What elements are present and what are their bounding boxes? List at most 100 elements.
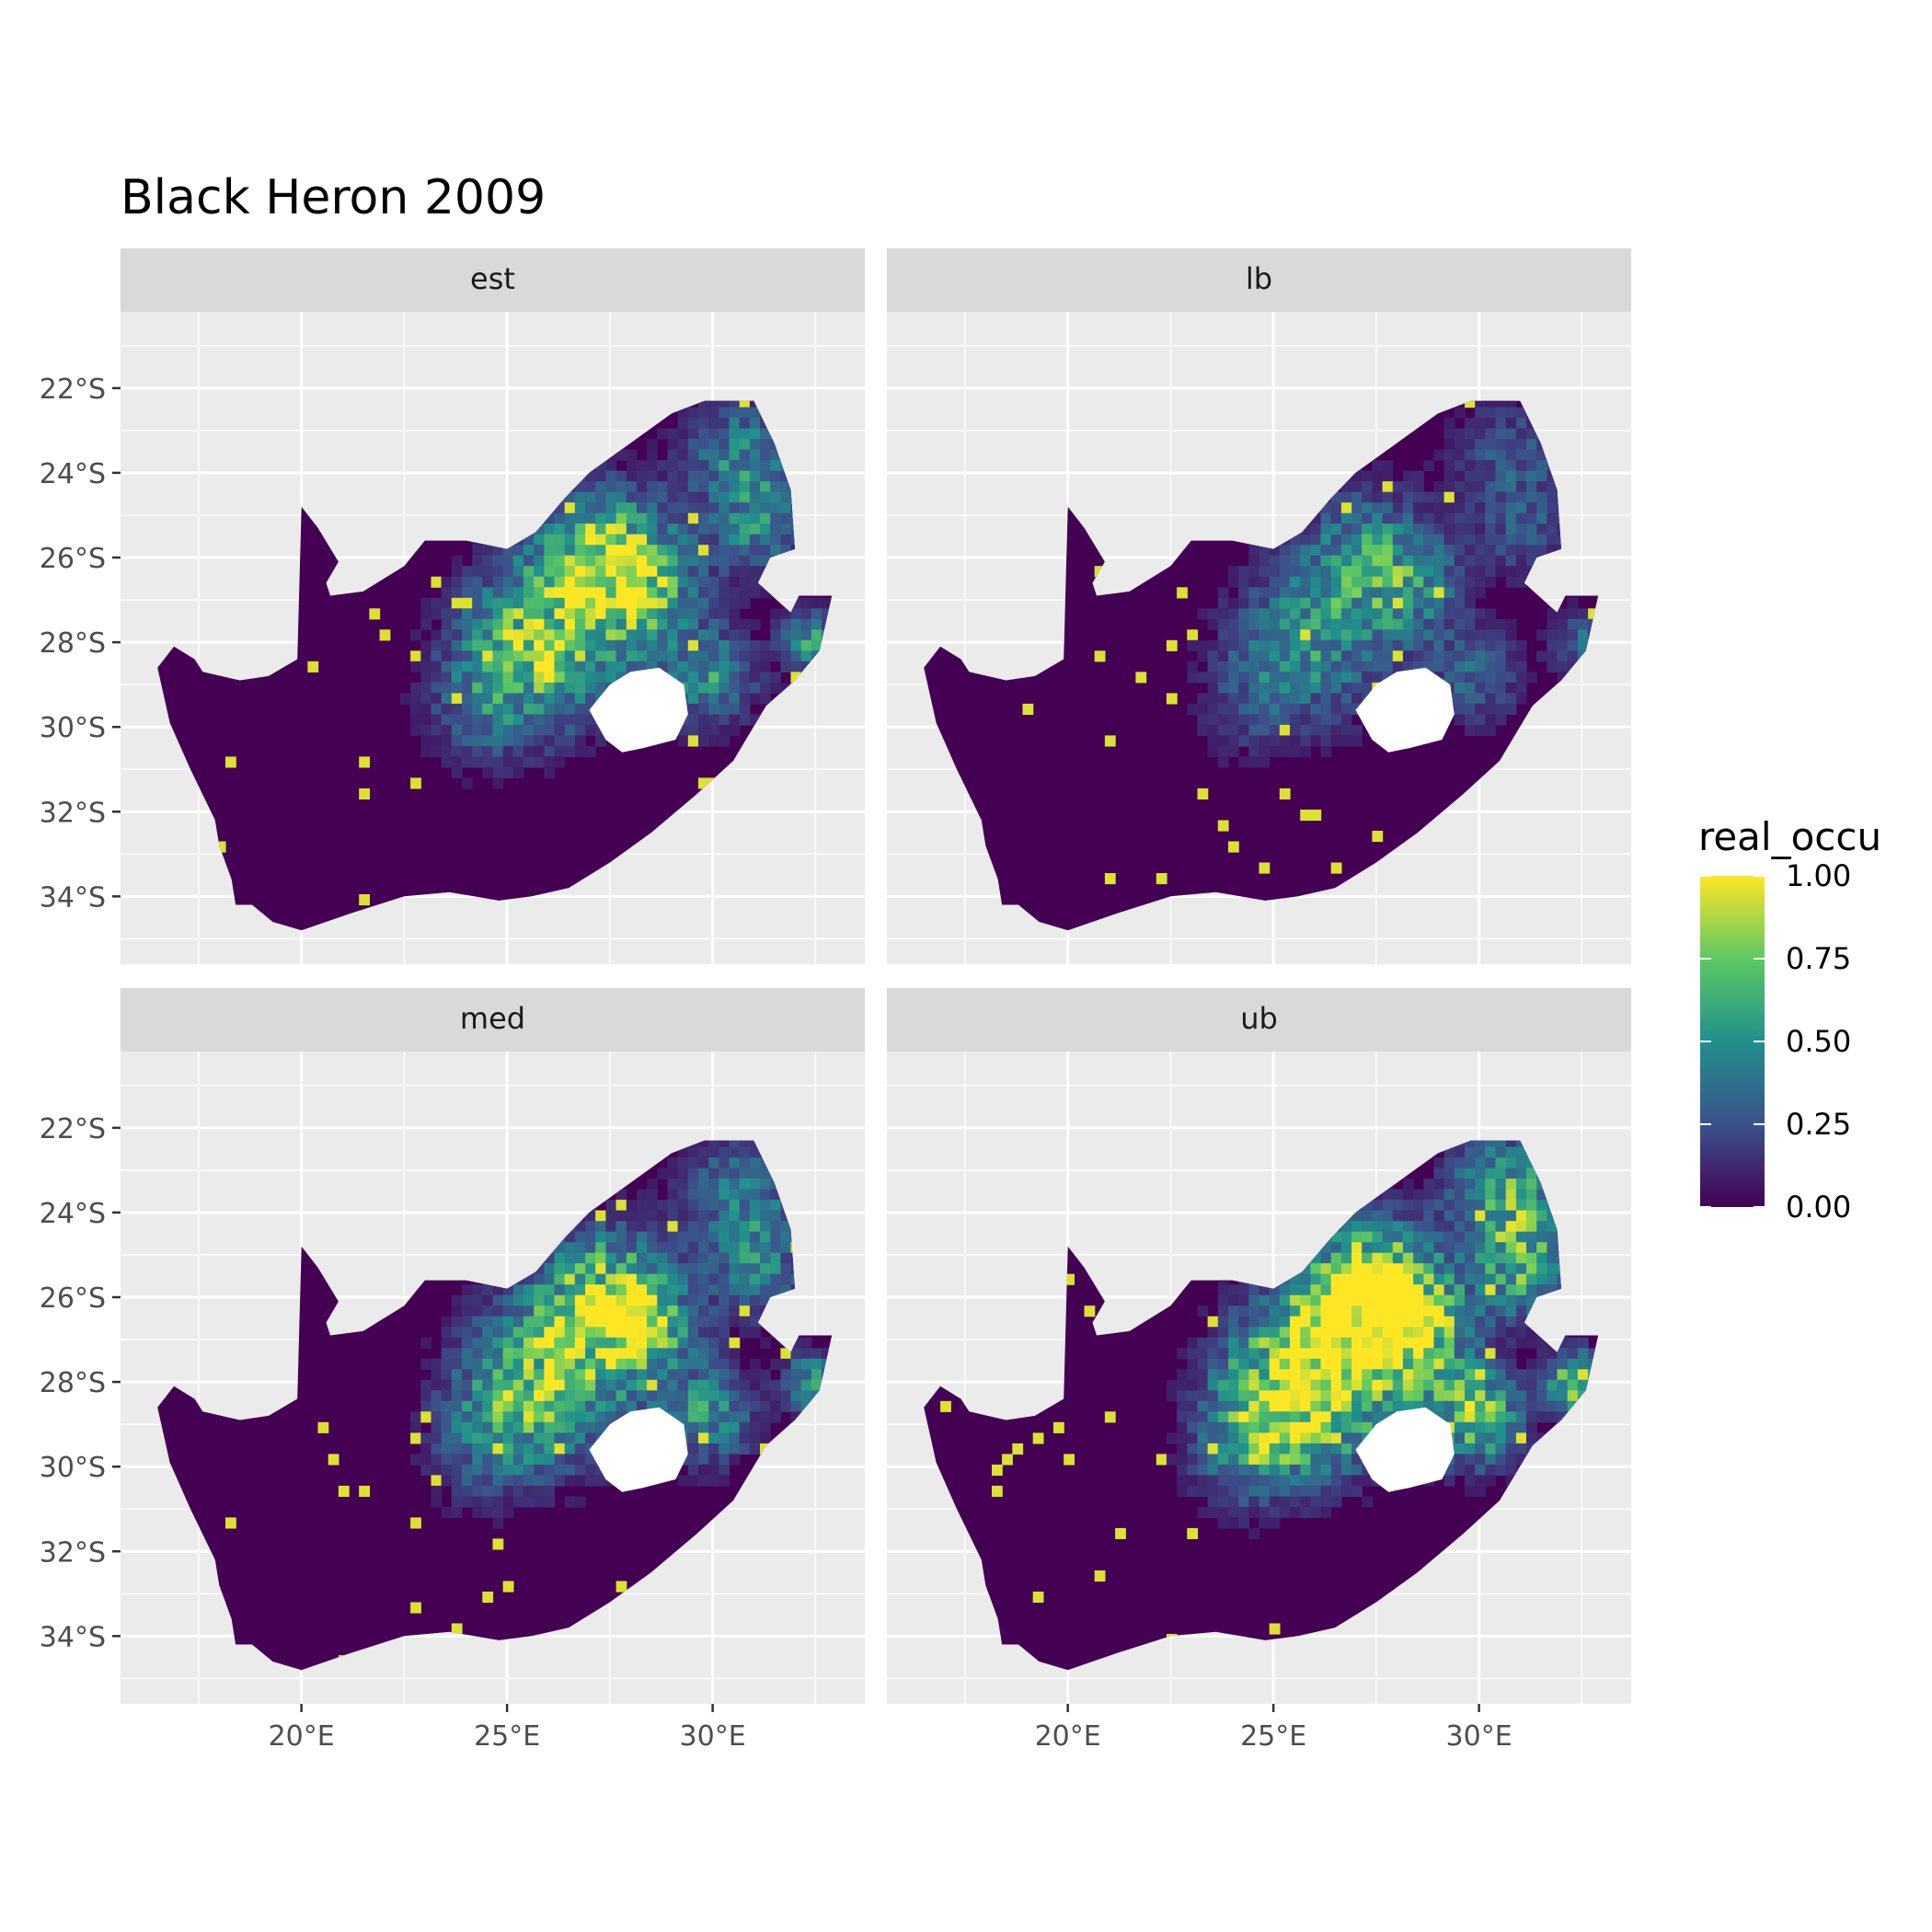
raster-cell (1330, 512, 1342, 524)
raster-cell (410, 724, 421, 736)
raster-cell (739, 523, 751, 535)
raster-cell (636, 1200, 648, 1212)
raster-cell (1454, 1200, 1466, 1212)
raster-cell (462, 1443, 473, 1455)
raster-cell (1485, 682, 1497, 694)
raster-cell (657, 1242, 669, 1254)
raster-cell (605, 1411, 617, 1423)
raster-cell (512, 672, 524, 684)
raster-cell (1340, 661, 1352, 673)
raster-cell (770, 629, 781, 641)
raster-cell (512, 1327, 524, 1339)
raster-cell (1300, 1496, 1311, 1508)
raster-cell (1207, 1379, 1219, 1391)
raster-cell (729, 608, 741, 620)
raster-cell (462, 1348, 473, 1360)
raster-cell (1413, 1231, 1424, 1243)
raster-cell (708, 1140, 719, 1148)
raster-cell (615, 608, 627, 620)
raster-cell (1382, 470, 1394, 482)
raster-cell (605, 1210, 617, 1222)
raster-cell (708, 1294, 719, 1306)
raster-cell (512, 735, 524, 747)
legend-tick-label: 0.00 (1786, 1190, 1851, 1225)
raster-cell (1392, 1242, 1404, 1254)
raster-cell (523, 1358, 535, 1370)
raster-cell (472, 1432, 483, 1444)
raster-cell (636, 1390, 648, 1402)
raster-cell (1207, 745, 1219, 757)
raster-cell (1362, 1358, 1373, 1370)
raster-cell (1228, 639, 1239, 651)
raster-cell (492, 1485, 504, 1497)
raster-cell (760, 534, 771, 546)
raster-cell (1465, 1167, 1476, 1179)
raster-cell (1259, 1432, 1271, 1444)
raster-cell (1022, 703, 1034, 715)
raster-cell (1443, 428, 1455, 440)
raster-cell (605, 1390, 617, 1402)
raster-cell (1402, 1252, 1414, 1264)
raster-cell (554, 1400, 566, 1412)
raster-cell (1526, 1167, 1537, 1179)
raster-cell (1402, 523, 1414, 535)
raster-cell (1248, 724, 1260, 736)
raster-cell (1217, 703, 1229, 715)
raster-cell (647, 1327, 658, 1339)
raster-cell (615, 512, 627, 524)
raster-cell (636, 481, 648, 493)
raster-cell (441, 1421, 453, 1433)
raster-cell (1320, 1316, 1332, 1328)
raster-cell (1310, 1496, 1322, 1508)
raster-cell (1290, 1485, 1301, 1497)
raster-cell (1485, 1252, 1497, 1264)
raster-cell (1495, 460, 1507, 472)
raster-cell (1382, 1390, 1394, 1402)
raster-cell (462, 1294, 473, 1306)
raster-cell (1392, 618, 1404, 630)
raster-cell (605, 1305, 617, 1317)
raster-cell (687, 1294, 699, 1306)
raster-cell (462, 1358, 473, 1370)
raster-cell (708, 400, 719, 408)
raster-cell (564, 1252, 576, 1264)
raster-cell (677, 608, 689, 620)
raster-cell (1547, 502, 1558, 514)
raster-cell (1340, 1411, 1352, 1423)
raster-cell (523, 587, 535, 599)
raster-cell (1433, 587, 1445, 599)
raster-cell (544, 608, 556, 620)
raster-cell (1351, 1316, 1363, 1328)
raster-cell (1485, 1400, 1497, 1412)
raster-cell (1495, 1263, 1507, 1275)
raster-cell (1320, 1475, 1332, 1487)
raster-cell (1310, 1369, 1322, 1381)
raster-cell (512, 1411, 524, 1423)
raster-cell (1536, 470, 1547, 482)
raster-cell (698, 1189, 709, 1201)
raster-cell (1320, 1284, 1332, 1296)
raster-cell (564, 1273, 576, 1285)
raster-cell (1259, 672, 1271, 684)
raster-cell (1485, 714, 1497, 726)
raster-cell (667, 439, 679, 451)
raster-cell (605, 1263, 617, 1275)
raster-cell (1465, 650, 1476, 662)
raster-cell (410, 703, 421, 715)
raster-cell (1505, 1358, 1517, 1370)
raster-cell (1515, 470, 1527, 482)
raster-cell (1362, 1221, 1373, 1233)
raster-cell (564, 512, 576, 524)
raster-cell (1372, 1400, 1384, 1412)
raster-cell (708, 1327, 719, 1339)
raster-cell (739, 428, 751, 440)
raster-cell (687, 1179, 699, 1190)
raster-cell (1340, 618, 1352, 630)
raster-cell (1536, 1221, 1547, 1233)
raster-cell (1248, 1327, 1260, 1339)
raster-cell (749, 1432, 761, 1444)
raster-cell (512, 1443, 524, 1455)
raster-cell (1228, 703, 1239, 715)
raster-cell (822, 597, 833, 609)
raster-cell (1465, 1231, 1476, 1243)
